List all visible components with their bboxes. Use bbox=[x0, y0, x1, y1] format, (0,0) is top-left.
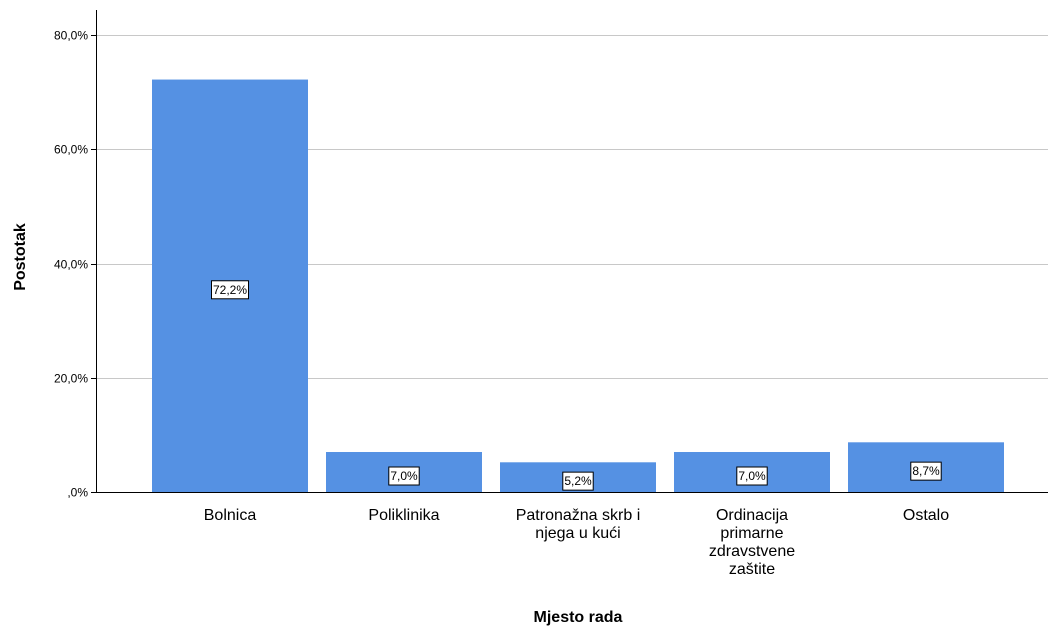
x-tick-label: Ostalo bbox=[903, 507, 949, 524]
data-label: 8,7% bbox=[912, 464, 940, 478]
x-tick-label: Bolnica bbox=[204, 507, 257, 524]
axes: ,0% 20,0% 40,0% 60,0% 80,0% Bolnica Poliklinik… bbox=[54, 10, 1048, 578]
y-axis-title: Postotak bbox=[12, 223, 29, 291]
x-axis-title: Mjesto rada bbox=[534, 609, 623, 626]
x-tick-label: Poliklinika bbox=[368, 507, 439, 524]
y-tick-label: 20,0% bbox=[54, 372, 88, 386]
data-label-box bbox=[562, 471, 594, 491]
y-tick-label: ,0% bbox=[67, 486, 88, 500]
y-tick-label: 60,0% bbox=[54, 143, 88, 157]
data-label-box bbox=[910, 461, 942, 481]
data-label-box bbox=[388, 466, 420, 486]
bars bbox=[152, 79, 1004, 493]
y-tick-label: 40,0% bbox=[54, 258, 88, 272]
data-label: 7,0% bbox=[738, 469, 766, 483]
data-label-box bbox=[736, 466, 768, 486]
x-tick-label: Ordinacija primarne zdravstvene zaštite bbox=[709, 507, 795, 578]
data-label-box bbox=[211, 280, 249, 300]
data-label: 72,2% bbox=[213, 283, 247, 297]
data-labels: 72,2% 7,0% 5,2% 7,0% 8,7% bbox=[211, 280, 942, 491]
data-label: 5,2% bbox=[564, 474, 592, 488]
y-tick-label: 80,0% bbox=[54, 29, 88, 43]
data-label: 7,0% bbox=[390, 469, 418, 483]
x-tick-label: Patronažna skrb i njega u kući bbox=[516, 507, 641, 542]
